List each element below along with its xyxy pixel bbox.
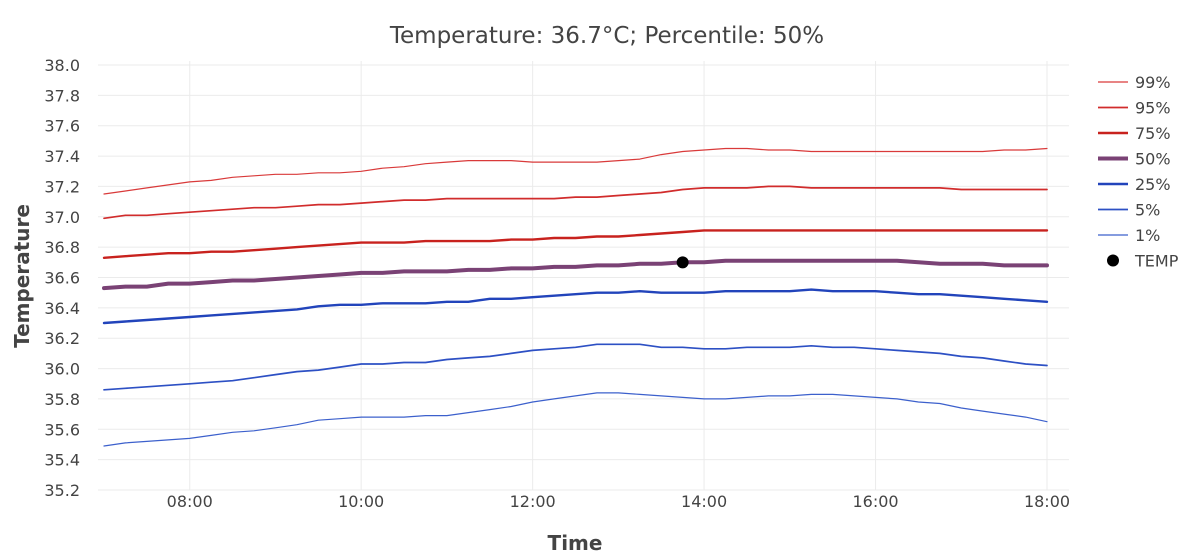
series-line-25pct bbox=[102, 288, 1049, 325]
grid-lines bbox=[98, 61, 1069, 491]
legend-label-1pct: 1% bbox=[1135, 226, 1160, 245]
y-axis-label: Temperature bbox=[10, 204, 34, 348]
y-tick-label: 36.6 bbox=[44, 269, 80, 288]
y-tick-label: 36.0 bbox=[44, 360, 80, 379]
series-line-50pct bbox=[102, 258, 1049, 291]
y-tick-label: 36.8 bbox=[44, 238, 80, 257]
y-tick-label: 37.8 bbox=[44, 86, 80, 105]
series-line-1pct bbox=[103, 392, 1048, 447]
y-tick-label: 35.8 bbox=[44, 390, 80, 409]
y-tick-label: 36.4 bbox=[44, 299, 80, 318]
series-line-95pct bbox=[103, 185, 1048, 220]
x-tick-label: 14:00 bbox=[681, 492, 727, 511]
x-axis-label: Time bbox=[548, 531, 603, 555]
legend-label-50pct: 50% bbox=[1135, 150, 1171, 169]
legend-label-25pct: 25% bbox=[1135, 175, 1171, 194]
y-tick-label: 36.2 bbox=[44, 329, 80, 348]
legend-label-75pct: 75% bbox=[1135, 124, 1171, 143]
series-line-5pct bbox=[103, 343, 1048, 391]
series-line-75pct bbox=[102, 229, 1049, 259]
marker-layer bbox=[676, 256, 689, 269]
x-tick-label: 08:00 bbox=[167, 492, 213, 511]
y-tick-label: 37.2 bbox=[44, 177, 80, 196]
legend-label-99pct: 99% bbox=[1135, 73, 1171, 92]
temp-marker-point bbox=[676, 256, 689, 269]
y-tick-label: 38.0 bbox=[44, 56, 80, 75]
series-lines bbox=[102, 147, 1049, 447]
series-line-99pct bbox=[103, 147, 1048, 195]
y-tick-label: 35.6 bbox=[44, 420, 80, 439]
y-tick-label: 37.6 bbox=[44, 117, 80, 136]
legend: 99% 95% 75% 50% 25% 5% 1% TEMP bbox=[1098, 73, 1179, 271]
legend-label-temp: TEMP bbox=[1134, 252, 1179, 271]
x-tick-label: 10:00 bbox=[338, 492, 384, 511]
y-tick-label: 37.0 bbox=[44, 208, 80, 227]
x-tick-label: 18:00 bbox=[1024, 492, 1070, 511]
x-tick-label: 12:00 bbox=[510, 492, 556, 511]
y-tick-label: 35.4 bbox=[44, 451, 80, 470]
legend-swatch-temp bbox=[1107, 254, 1119, 267]
x-tick-label: 16:00 bbox=[852, 492, 898, 511]
y-axis-ticks: 35.2 35.4 35.6 35.8 36.0 36.2 36.4 36.6 36.8 37.0… bbox=[44, 56, 80, 500]
legend-label-95pct: 95% bbox=[1135, 99, 1171, 118]
chart-title: Temperature: 36.7°C; Percentile: 50% bbox=[389, 23, 824, 49]
x-axis-ticks: 08:00 10:00 12:00 14:00 16:00 18:00 bbox=[167, 492, 1070, 511]
legend-label-5pct: 5% bbox=[1135, 201, 1160, 220]
y-tick-label: 37.4 bbox=[44, 147, 80, 166]
y-tick-label: 35.2 bbox=[44, 481, 80, 500]
